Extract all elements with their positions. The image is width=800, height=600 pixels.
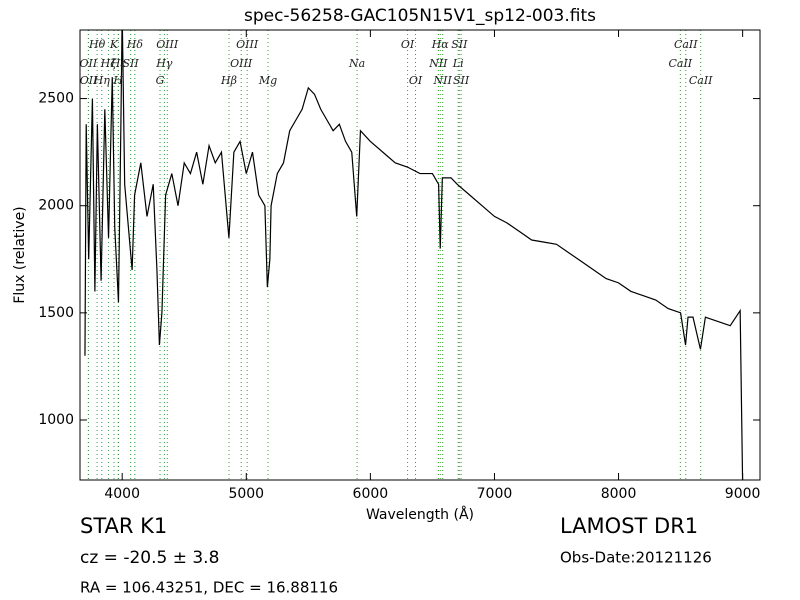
spectral-line-label: SII [453, 74, 470, 87]
spectral-line-label: Na [348, 57, 365, 70]
x-axis-label: Wavelength (Å) [366, 506, 474, 523]
x-tick-label: 6000 [353, 486, 389, 502]
y-tick-label: 1500 [38, 305, 74, 321]
spectral-line-label: OII [79, 57, 97, 70]
y-tick-label: 2500 [38, 91, 74, 107]
spectral-line-label: Hγ [155, 57, 173, 70]
spectral-line-label: CaII [668, 57, 692, 70]
x-tick-label: 8000 [601, 486, 637, 502]
spectral-line-label: NII [428, 57, 448, 70]
spectral-line-label: SII [123, 57, 140, 70]
x-tick-label: 4000 [104, 486, 140, 502]
spectral-line-label: Hζ [100, 57, 118, 70]
x-tick-label: 7000 [477, 486, 513, 502]
y-axis-label: Flux (relative) [12, 206, 28, 303]
spectral-line-label: NII [433, 74, 453, 87]
spectral-line-label: OII [80, 74, 98, 87]
x-tick-label: 5000 [228, 486, 264, 502]
object-class: STAR K1 [80, 514, 167, 538]
spectral-line-label: OIII [156, 38, 179, 51]
spectral-line-label: Hε [110, 57, 127, 70]
spectral-line-label: OI [401, 38, 415, 51]
spectral-line-label: H [112, 74, 123, 87]
y-tick-label: 1000 [38, 412, 74, 428]
spectral-line-label: CaII [689, 74, 713, 87]
spectral-line-label: SII [451, 38, 468, 51]
spectral-line-label: K [109, 38, 119, 51]
spectral-line-label: Hβ [220, 74, 237, 87]
redshift: cz = -20.5 ± 3.8 [80, 548, 219, 568]
survey: LAMOST DR1 [560, 514, 698, 538]
spectral-line-label: CaII [674, 38, 698, 51]
spectral-line-label: Li [452, 57, 464, 70]
spectral-line-label: G [156, 74, 165, 87]
spectral-line-label: Hδ [126, 38, 144, 51]
obs-date: Obs-Date:20121126 [560, 549, 712, 567]
spectral-line-label: OIII [236, 38, 259, 51]
chart-title: spec-56258-GAC105N15V1_sp12-003.fits [244, 6, 596, 26]
spectral-line-label: Hα [431, 38, 450, 51]
y-tick-label: 2000 [38, 198, 74, 214]
spectral-line-label: Hη [93, 74, 111, 87]
spectral-line-label: OI [409, 74, 423, 87]
spectrum-line [84, 30, 744, 480]
spectral-line-label: OIII [230, 57, 253, 70]
coordinates: RA = 106.43251, DEC = 16.88116 [80, 579, 338, 597]
x-tick-label: 9000 [725, 486, 761, 502]
spectral-line-label: Mg [258, 74, 277, 87]
spectral-line-label: Hθ [88, 38, 106, 51]
plot-frame [79, 29, 761, 481]
